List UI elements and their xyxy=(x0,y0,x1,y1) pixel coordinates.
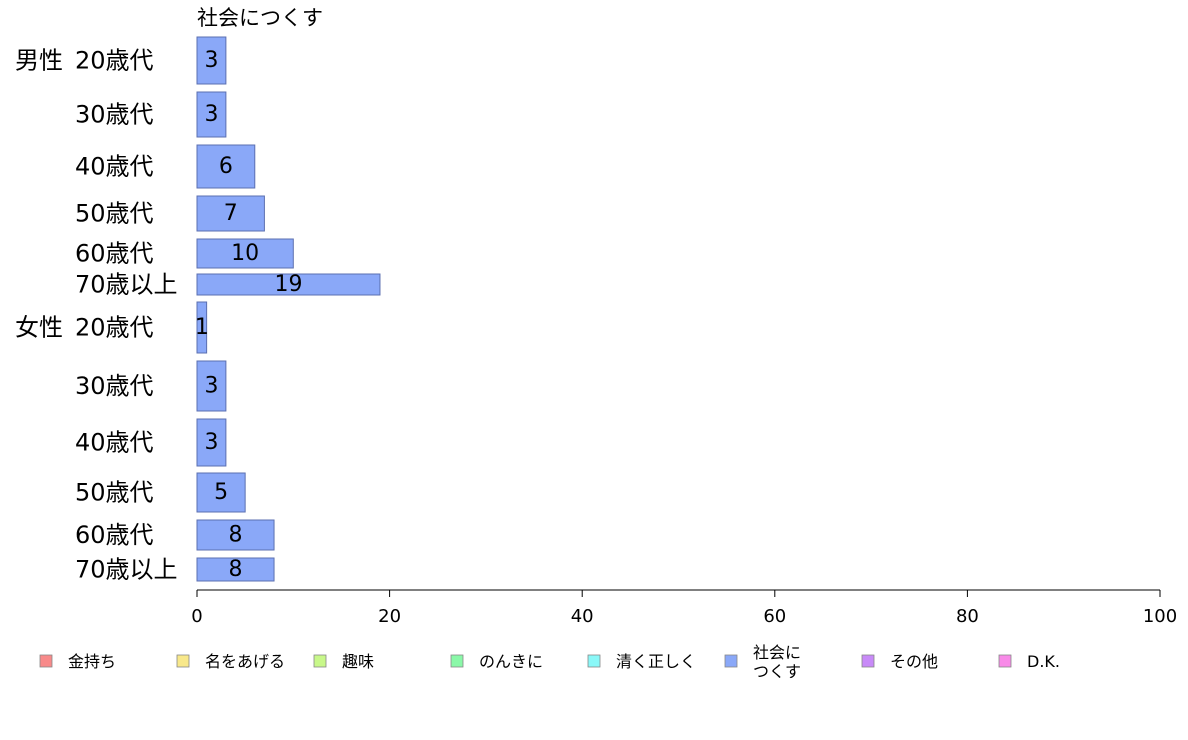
legend-label: 趣味 xyxy=(342,652,374,671)
legend-swatch xyxy=(861,654,875,668)
legend-label: 金持ち xyxy=(68,652,116,671)
legend-swatch xyxy=(39,654,53,668)
bar-data-label: 8 xyxy=(229,557,243,582)
group-label: 男性 xyxy=(15,47,63,75)
bar-data-label: 8 xyxy=(229,523,243,548)
bar-1 xyxy=(196,91,227,138)
bar-3 xyxy=(196,195,265,232)
legend-swatch xyxy=(998,654,1012,668)
bar-data-label: 19 xyxy=(274,272,302,297)
category-label: 30歳代 xyxy=(75,101,154,129)
x-tick-label: 100 xyxy=(1143,606,1177,627)
bar-data-label: 3 xyxy=(204,48,218,73)
x-tick-label: 0 xyxy=(191,606,202,627)
bar-4 xyxy=(196,238,294,269)
bar-data-label: 3 xyxy=(204,374,218,399)
bar-7 xyxy=(196,360,227,412)
category-label: 20歳代 xyxy=(75,314,154,342)
bar-data-label: 5 xyxy=(214,480,228,505)
legend-swatch xyxy=(176,654,190,668)
x-tick-label: 40 xyxy=(571,606,594,627)
legend-label: 社会につくす xyxy=(753,643,801,681)
legend-label: その他 xyxy=(890,652,938,671)
x-tick-label: 80 xyxy=(956,606,979,627)
category-label: 50歳代 xyxy=(75,479,154,507)
bar-2 xyxy=(196,144,256,189)
legend-swatch xyxy=(450,654,464,668)
legend-label: 清く正しく xyxy=(616,652,696,671)
category-label: 70歳以上 xyxy=(75,271,178,299)
legend-label: 名をあげる xyxy=(205,652,285,671)
bar-8 xyxy=(196,418,227,467)
category-label: 50歳代 xyxy=(75,200,154,228)
x-tick-label: 20 xyxy=(378,606,401,627)
bar-10 xyxy=(196,519,275,551)
category-labels: 20歳代 30歳代 40歳代 50歳代 60歳代 70歳以上 20歳代 30歳代 40歳代 50歳… xyxy=(75,47,178,584)
chart-title: 社会につくす xyxy=(197,6,323,30)
category-label: 20歳代 xyxy=(75,47,154,75)
category-label: 40歳代 xyxy=(75,429,154,457)
category-label: 60歳代 xyxy=(75,240,154,268)
bar-data-label: 3 xyxy=(204,102,218,127)
category-label: 40歳代 xyxy=(75,153,154,181)
bar-6 xyxy=(196,301,208,354)
bar-data-label: 10 xyxy=(231,241,259,266)
bar-data-label: 1 xyxy=(195,315,209,340)
x-tick-label: 60 xyxy=(763,606,786,627)
category-label: 70歳以上 xyxy=(75,556,178,584)
bar-data-label: 3 xyxy=(204,430,218,455)
group-label: 女性 xyxy=(15,314,63,342)
legend-label: のんきに xyxy=(479,652,543,671)
bar-0 xyxy=(196,36,227,85)
legend-swatch xyxy=(313,654,327,668)
legend-label: D.K. xyxy=(1027,652,1060,671)
legend: 金持ち 名をあげる 趣味 のんきに 清く正しく 社会につくす その他 D.K. xyxy=(39,643,1060,681)
legend-swatch xyxy=(587,654,601,668)
bar-5 xyxy=(196,273,381,296)
legend-swatch xyxy=(724,654,738,668)
bar-9 xyxy=(196,472,246,513)
category-label: 60歳代 xyxy=(75,521,154,549)
bar-data-label: 6 xyxy=(219,154,233,179)
x-axis-ticks: 0 20 40 60 80 100 xyxy=(191,590,1177,627)
bar-data-label: 7 xyxy=(224,201,238,226)
category-label: 30歳代 xyxy=(75,372,154,400)
bar-11 xyxy=(196,557,275,582)
